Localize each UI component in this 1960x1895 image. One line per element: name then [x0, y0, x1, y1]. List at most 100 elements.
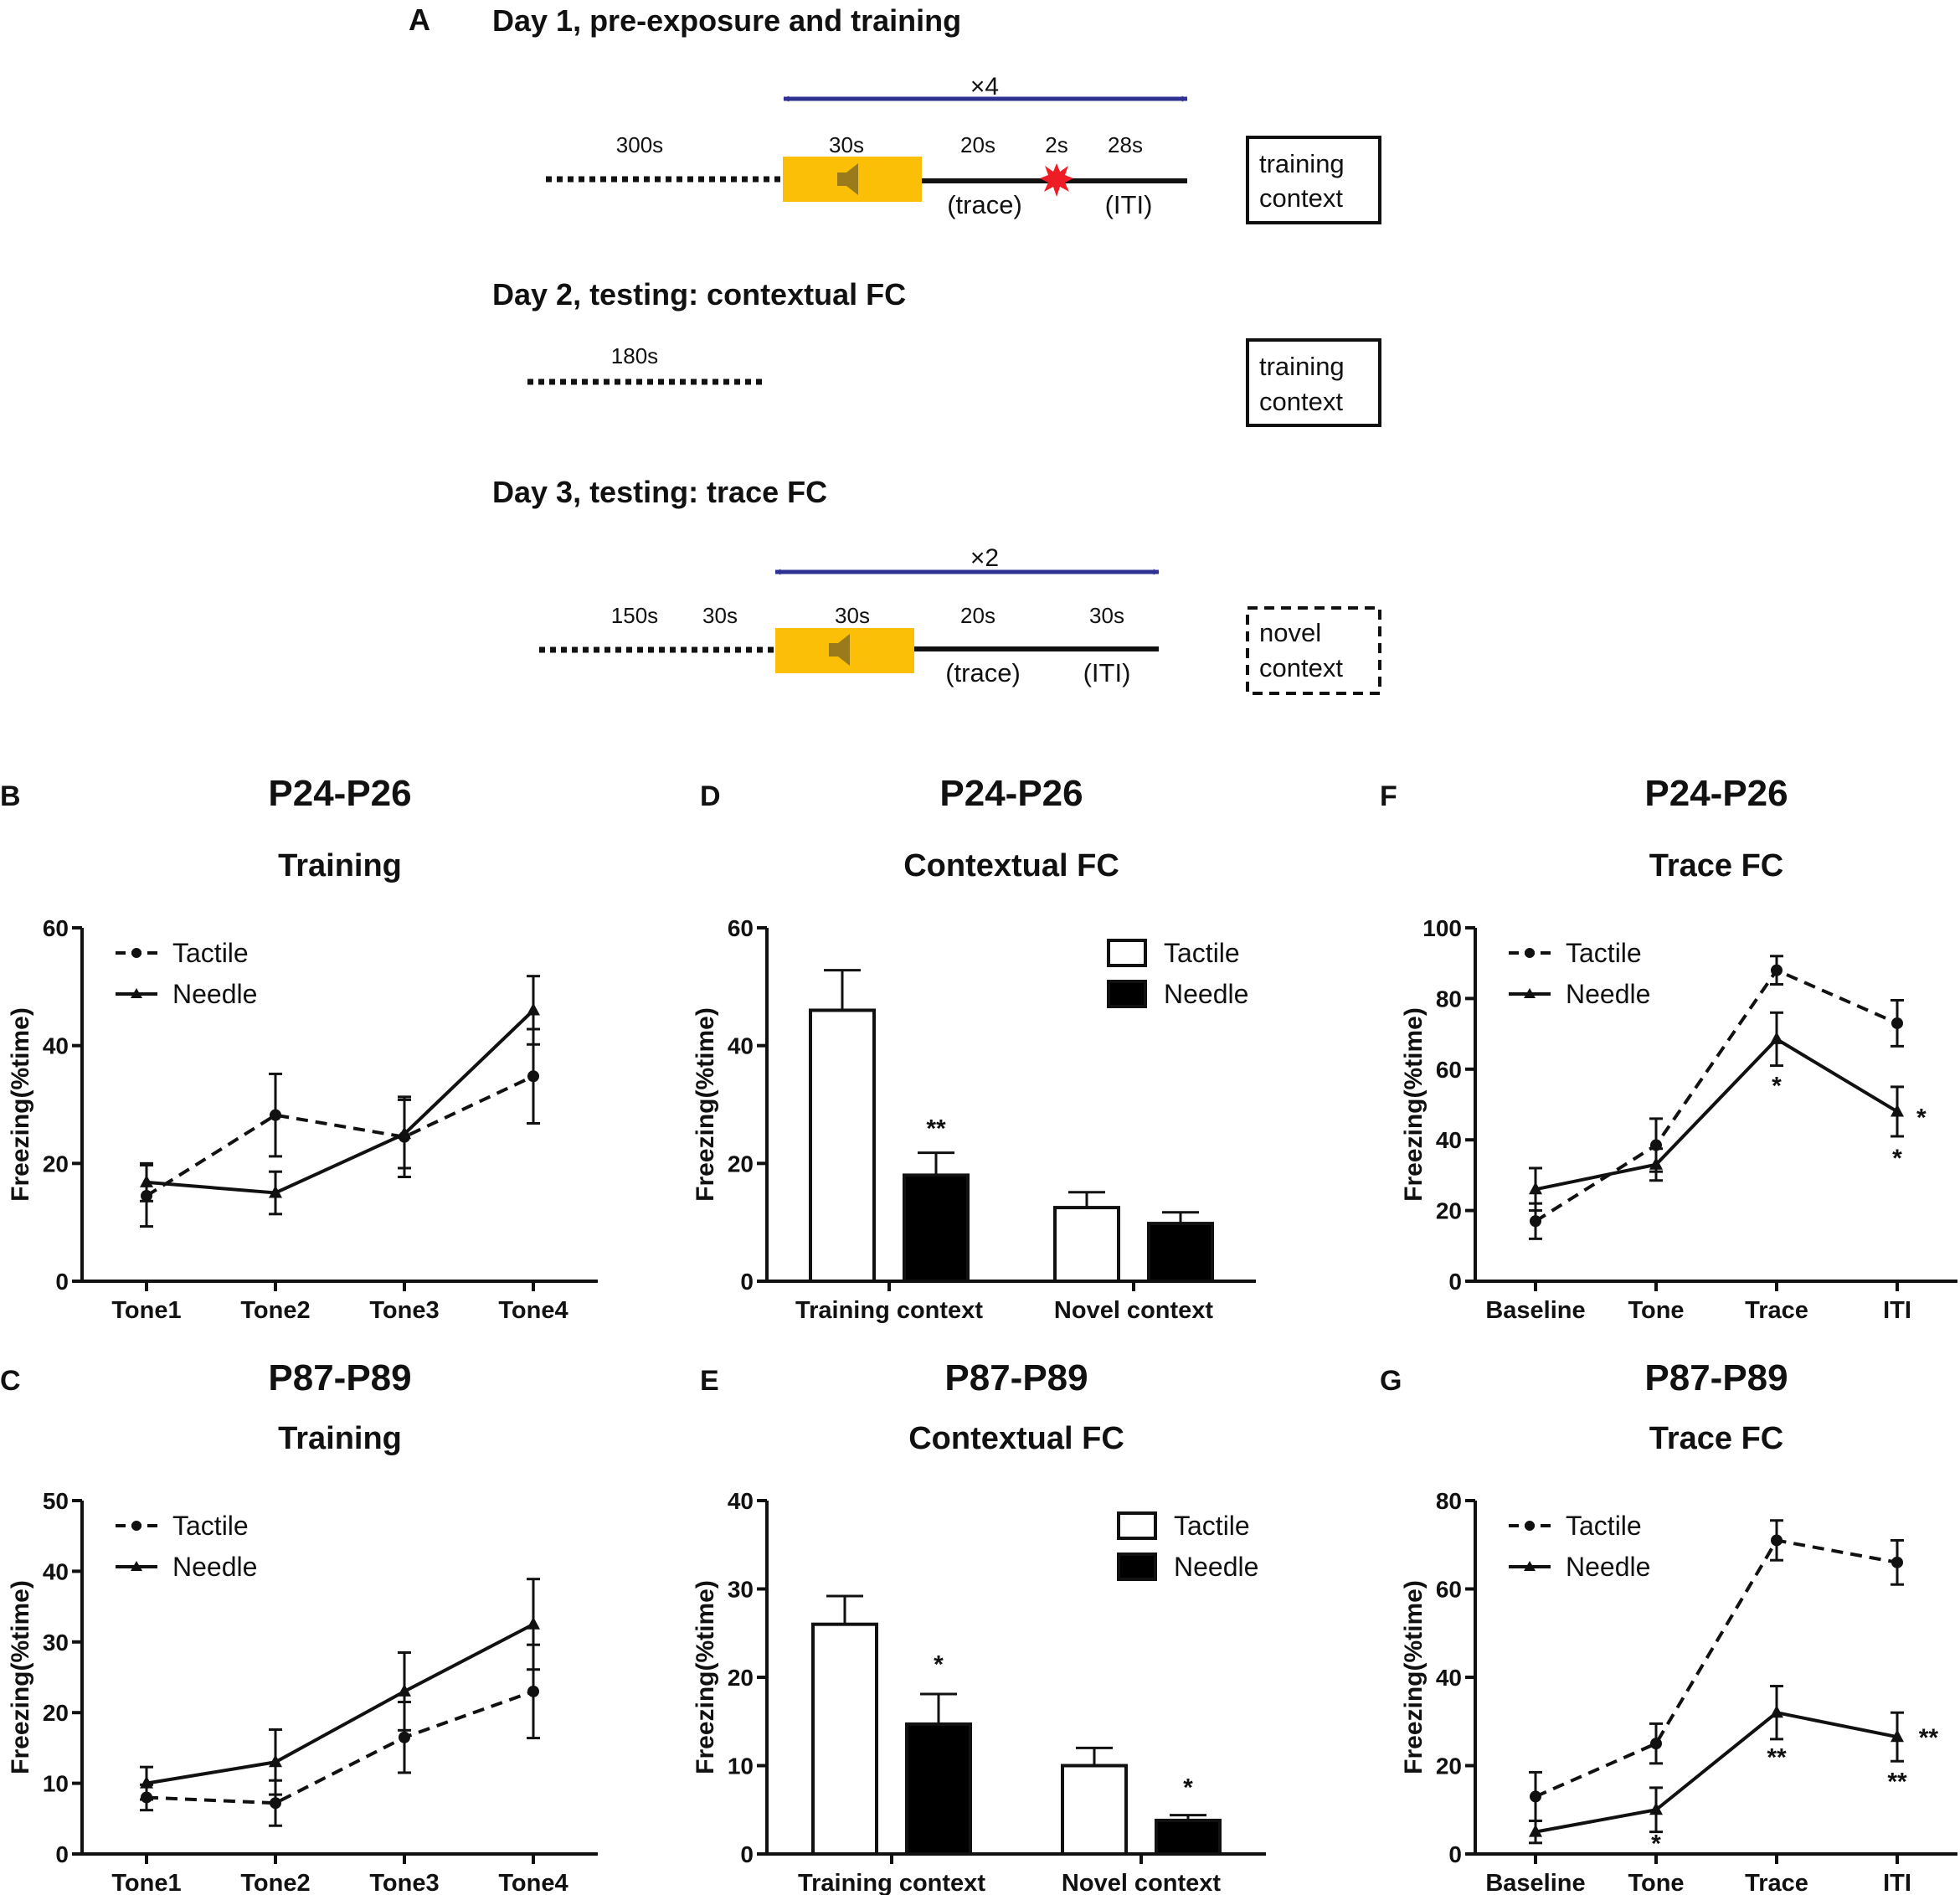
- protocol-diagram: A Day 1, pre-exposure and training ×4 30…: [409, 3, 1381, 695]
- series-tactile: [140, 1643, 540, 1827]
- chart-subtitle: Trace FC: [1649, 848, 1784, 883]
- day1-context-line1: training: [1259, 149, 1345, 178]
- day3-duration-iti: 30s: [1089, 603, 1124, 628]
- day1-repeat-label: ×4: [970, 73, 999, 100]
- y-tick-label: 20: [1436, 1198, 1462, 1224]
- y-axis-label: Freezing(%time): [1400, 1580, 1428, 1774]
- legend-label-needle: Needle: [172, 979, 257, 1009]
- legend-label-tactile: Tactile: [1164, 938, 1240, 968]
- chart-subtitle: Trace FC: [1649, 1421, 1784, 1456]
- chart-title: P87-P89: [1644, 1357, 1788, 1398]
- panel-letter: G: [1380, 1365, 1402, 1397]
- x-tick-label-tone4: Tone4: [498, 1870, 568, 1895]
- y-tick-label: 20: [728, 1665, 754, 1691]
- significance-marker: **: [1767, 1744, 1787, 1772]
- series-tactile: [1529, 1519, 1904, 1822]
- day3-duration-pretone: 30s: [702, 603, 738, 628]
- y-tick-label: 40: [728, 1033, 754, 1059]
- day1-duration-preexposure: 300s: [616, 132, 663, 157]
- x-tick-label-baseline: Baseline: [1485, 1297, 1585, 1324]
- legend-swatch-needle: [1107, 980, 1147, 1008]
- y-tick-label: 0: [1448, 1269, 1462, 1295]
- y-tick-label: 40: [1436, 1665, 1462, 1691]
- y-tick-label: 50: [43, 1488, 69, 1514]
- y-tick-label: 20: [728, 1151, 754, 1177]
- bar-needle: [903, 1173, 970, 1284]
- x-tick-label-tone3: Tone3: [369, 1297, 439, 1324]
- data-point-needle: [140, 1174, 153, 1187]
- chart-subtitle: Contextual FC: [903, 848, 1119, 883]
- panel-letter: D: [700, 780, 721, 812]
- data-point-needle: [269, 1185, 282, 1198]
- bar-tactile: [809, 1008, 876, 1283]
- legend-marker-tactile: [131, 1521, 141, 1531]
- data-point-tactile: [270, 1109, 281, 1121]
- significance-marker: *: [1892, 1145, 1902, 1172]
- data-point-needle: [269, 1754, 282, 1768]
- chart-d: D P24-P26 Contextual FC 0 20 40 60 Freezing(%ti…: [692, 773, 1256, 1324]
- day3-iti-label: (ITI): [1083, 658, 1131, 687]
- significance-marker: **: [1887, 1769, 1907, 1796]
- significance-marker: *: [934, 1651, 944, 1679]
- y-tick-label: 0: [740, 1269, 754, 1295]
- significance-marker: *: [1916, 1104, 1927, 1131]
- data-point-tactile: [399, 1731, 410, 1743]
- bar-tactile: [811, 1622, 878, 1856]
- chart-b: B P24-P26 Training 0 20 40 60 Freezing(%time) To…: [0, 773, 598, 1324]
- data-point-needle: [140, 1775, 153, 1789]
- day3-repeat-label: ×2: [970, 544, 999, 572]
- y-tick-label: 60: [1436, 1057, 1462, 1083]
- panel-letter: E: [700, 1365, 719, 1397]
- x-tick-label-tone2: Tone2: [240, 1870, 310, 1895]
- data-point-tactile: [270, 1797, 281, 1810]
- chart-title: P24-P26: [268, 773, 411, 814]
- y-tick-label: 0: [55, 1841, 69, 1867]
- day3-context-box: [1246, 606, 1381, 695]
- panel-letter: C: [0, 1365, 21, 1397]
- bar-tactile: [1061, 1764, 1128, 1856]
- x-tick-label-training-context: Training context: [798, 1870, 985, 1895]
- legend-marker-needle: [131, 988, 142, 998]
- data-point-tactile: [1891, 1556, 1903, 1568]
- chart-g: G P87-P89 Trace FC 0 20 40 60 80 Freezing(%time)…: [1380, 1357, 1957, 1895]
- legend-marker-tactile: [1525, 1521, 1535, 1531]
- y-tick-label: 10: [728, 1753, 754, 1779]
- day1-duration-shock: 2s: [1045, 132, 1067, 157]
- x-tick-label-tone1: Tone1: [111, 1870, 181, 1895]
- legend-marker-tactile: [1525, 948, 1535, 958]
- data-point-needle: [1770, 1031, 1783, 1044]
- legend-marker-needle: [1524, 988, 1536, 998]
- day1-title: Day 1, pre-exposure and training: [492, 3, 961, 38]
- data-point-tactile: [527, 1685, 539, 1697]
- chart-e: E P87-P89 Contextual FC 0 10 20 30 40 Freezing(%…: [692, 1357, 1266, 1895]
- y-tick-label: 20: [43, 1700, 69, 1726]
- x-tick-label-iti: ITI: [1883, 1870, 1911, 1895]
- data-point-needle: [398, 1683, 411, 1697]
- day3-speaker-icon: [829, 634, 850, 666]
- y-tick-label: 80: [1436, 1488, 1462, 1514]
- bar-needle: [905, 1722, 972, 1856]
- legend-swatch-tactile: [1117, 1511, 1157, 1540]
- x-tick-label-baseline: Baseline: [1485, 1870, 1585, 1895]
- y-axis-label: Freezing(%time): [1400, 1007, 1428, 1202]
- chart-title: P87-P89: [944, 1357, 1088, 1398]
- day2-context-line1: training: [1259, 352, 1345, 381]
- data-point-needle: [1770, 1705, 1783, 1718]
- legend-marker-needle: [1524, 1561, 1536, 1571]
- day3-protocol: Day 3, testing: trace FC ×2 150s 30s 30s…: [492, 475, 1381, 695]
- chart-subtitle: Training: [278, 848, 402, 883]
- legend-label-tactile: Tactile: [172, 1511, 249, 1541]
- data-point-needle: [398, 1126, 411, 1140]
- legend-label-needle: Needle: [1164, 979, 1248, 1009]
- x-tick-label-novel-context: Novel context: [1062, 1870, 1221, 1895]
- x-tick-label-tone4: Tone4: [498, 1297, 568, 1324]
- series-line-tactile: [145, 1074, 534, 1197]
- day2-protocol: Day 2, testing: contextual FC 180s train…: [492, 277, 1381, 427]
- panel-letter-a: A: [409, 3, 430, 37]
- series-needle: [1529, 1685, 1904, 1845]
- series-needle: [140, 975, 540, 1216]
- x-tick-label-iti: ITI: [1883, 1297, 1911, 1324]
- data-point-needle: [1649, 1802, 1663, 1815]
- day1-trace-label: (trace): [947, 190, 1022, 219]
